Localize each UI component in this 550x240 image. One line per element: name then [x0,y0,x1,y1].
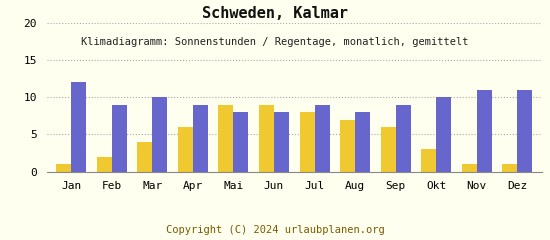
Bar [178,127,193,172]
Bar [518,90,532,172]
Bar [259,105,274,172]
Bar [355,112,370,172]
Bar [97,157,112,172]
Bar [112,105,126,172]
Bar [218,105,233,172]
Bar [315,105,329,172]
Bar [56,164,71,172]
Text: Schweden, Kalmar: Schweden, Kalmar [202,6,348,21]
Bar [233,112,249,172]
Bar [300,112,315,172]
Text: Copyright (C) 2024 urlaubplanen.org: Copyright (C) 2024 urlaubplanen.org [166,225,384,235]
Bar [381,127,395,172]
Bar [421,149,436,172]
Bar [395,105,411,172]
Bar [193,105,208,172]
Bar [152,97,167,172]
Bar [340,120,355,172]
Bar [71,82,86,172]
Bar [274,112,289,172]
Text: Klimadiagramm: Sonnenstunden / Regentage, monatlich, gemittelt: Klimadiagramm: Sonnenstunden / Regentage… [81,37,469,47]
Legend: Sonnenstunden / Tag, Regentage / Monat: Sonnenstunden / Tag, Regentage / Monat [146,237,442,240]
Bar [477,90,492,172]
Bar [462,164,477,172]
Bar [502,164,518,172]
Bar [436,97,451,172]
Bar [138,142,152,172]
